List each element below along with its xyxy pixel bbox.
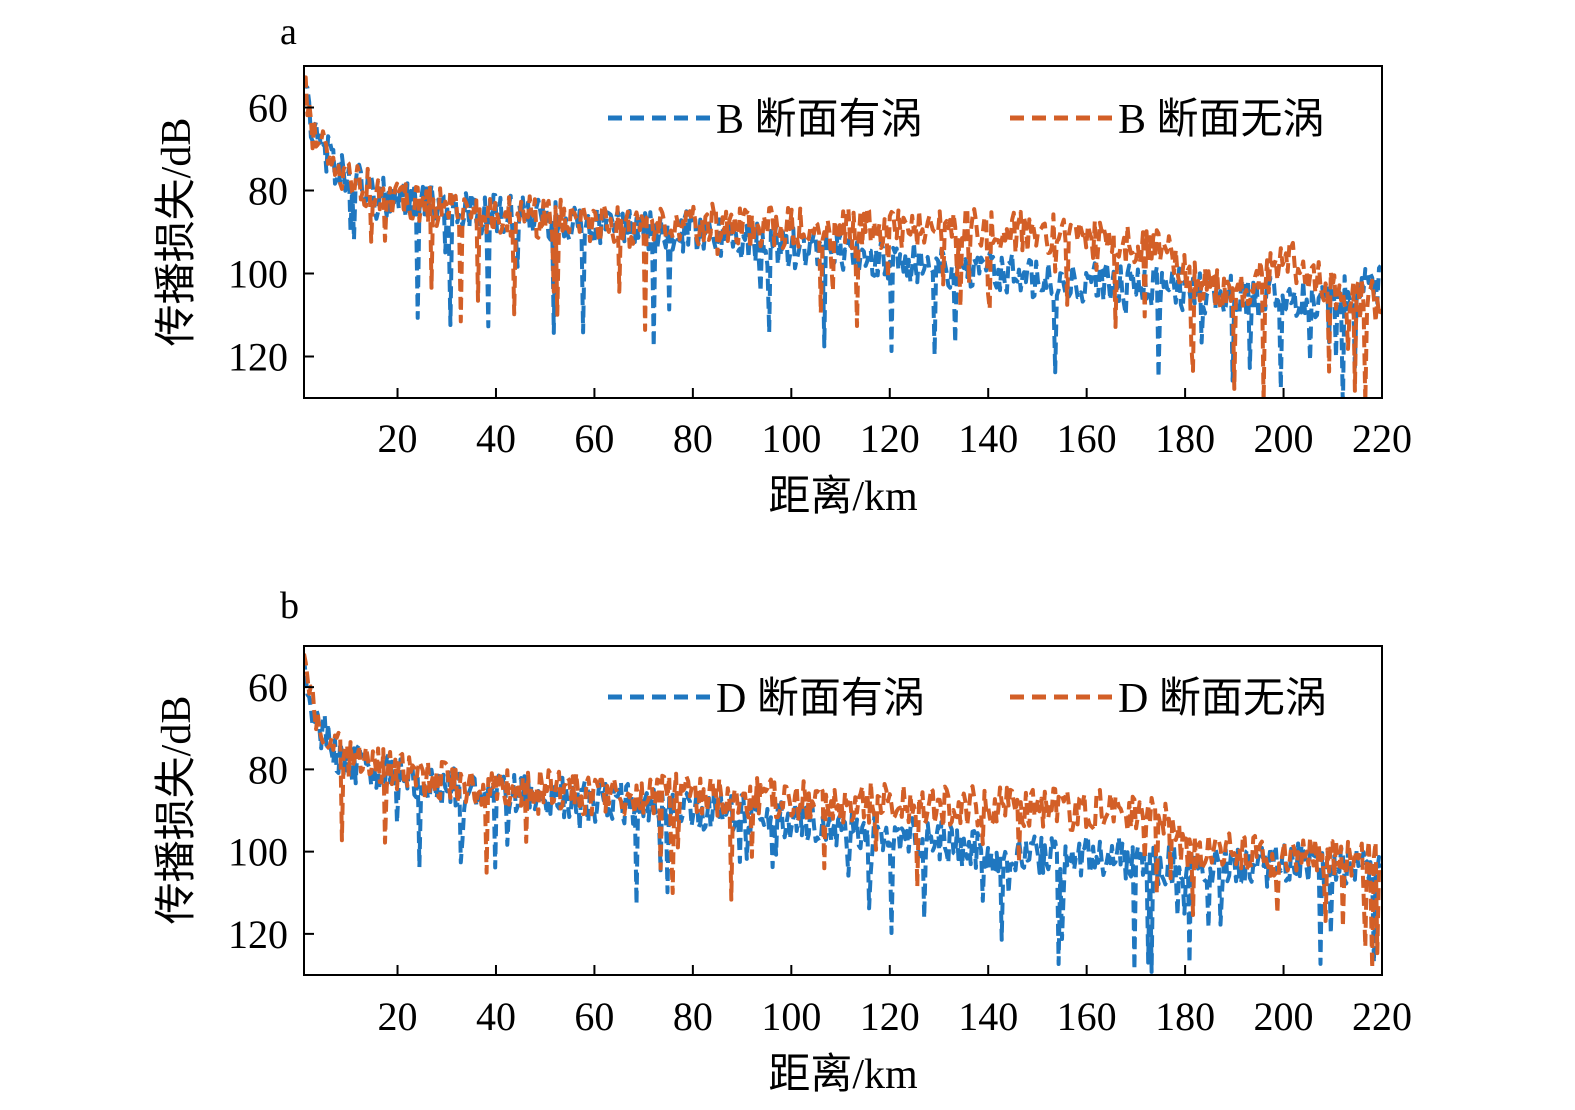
x-axis-title: 距离/km — [768, 473, 918, 520]
x-tick-label: 20 — [378, 416, 418, 461]
y-tick-label: 60 — [248, 86, 288, 131]
y-tick-label: 60 — [248, 665, 288, 710]
x-tick-label: 40 — [476, 416, 516, 461]
x-tick-label: 160 — [1057, 994, 1117, 1039]
panel-label: b — [280, 585, 299, 627]
x-tick-label: 40 — [476, 994, 516, 1039]
chart-panel-a: a 20 40 60 80 100 120 140 160 180 200 220 60 80 100 120… — [154, 11, 1412, 520]
x-tick-label: 140 — [958, 994, 1018, 1039]
chart-panel-b: b 20 40 60 80 100 120 140 160 180 200 220 60 80 100 120… — [154, 585, 1412, 1098]
y-tick-label: 100 — [228, 830, 288, 875]
y-tick-label: 120 — [228, 335, 288, 380]
series-group — [304, 75, 1382, 398]
y-axis-title: 传播损失/dB — [154, 118, 200, 347]
x-tick-label: 200 — [1254, 416, 1314, 461]
series-group — [304, 653, 1382, 974]
series-line-no-eddy — [304, 653, 1382, 971]
x-tick-label: 60 — [574, 416, 614, 461]
legend-label: D 断面无涡 — [1118, 676, 1327, 722]
x-tick-label: 100 — [761, 416, 821, 461]
panel-label: a — [280, 11, 297, 53]
series-line-no-eddy — [304, 75, 1382, 398]
legend: B 断面有涡 B 断面无涡 — [608, 97, 1325, 143]
x-tick-label: 20 — [378, 994, 418, 1039]
legend-label: B 断面无涡 — [1118, 97, 1325, 143]
x-tick-label: 180 — [1155, 416, 1215, 461]
x-tick-label: 80 — [673, 994, 713, 1039]
x-tick-label: 120 — [860, 416, 920, 461]
plot-frame — [303, 645, 1383, 976]
plot-frame — [303, 65, 1383, 399]
x-tick-label: 200 — [1254, 994, 1314, 1039]
y-tick-label: 80 — [248, 169, 288, 214]
x-tick-label: 220 — [1352, 994, 1412, 1039]
x-tick-label: 180 — [1155, 994, 1215, 1039]
legend-label: B 断面有涡 — [716, 97, 923, 143]
y-axis-title: 传播损失/dB — [154, 696, 200, 925]
x-tick-label: 120 — [860, 994, 920, 1039]
x-tick-label: 60 — [574, 994, 614, 1039]
legend-label: D 断面有涡 — [716, 676, 925, 722]
x-tick-label: 80 — [673, 416, 713, 461]
y-tick-label: 100 — [228, 252, 288, 297]
series-line-with-eddy — [304, 77, 1382, 398]
x-tick-label: 160 — [1057, 416, 1117, 461]
x-tick-label: 220 — [1352, 416, 1412, 461]
y-tick-label: 80 — [248, 747, 288, 792]
legend: D 断面有涡 D 断面无涡 — [608, 676, 1327, 722]
x-tick-label: 140 — [958, 416, 1018, 461]
x-tick-label: 100 — [761, 994, 821, 1039]
y-tick-label: 120 — [228, 912, 288, 957]
x-axis-title: 距离/km — [768, 1051, 918, 1098]
